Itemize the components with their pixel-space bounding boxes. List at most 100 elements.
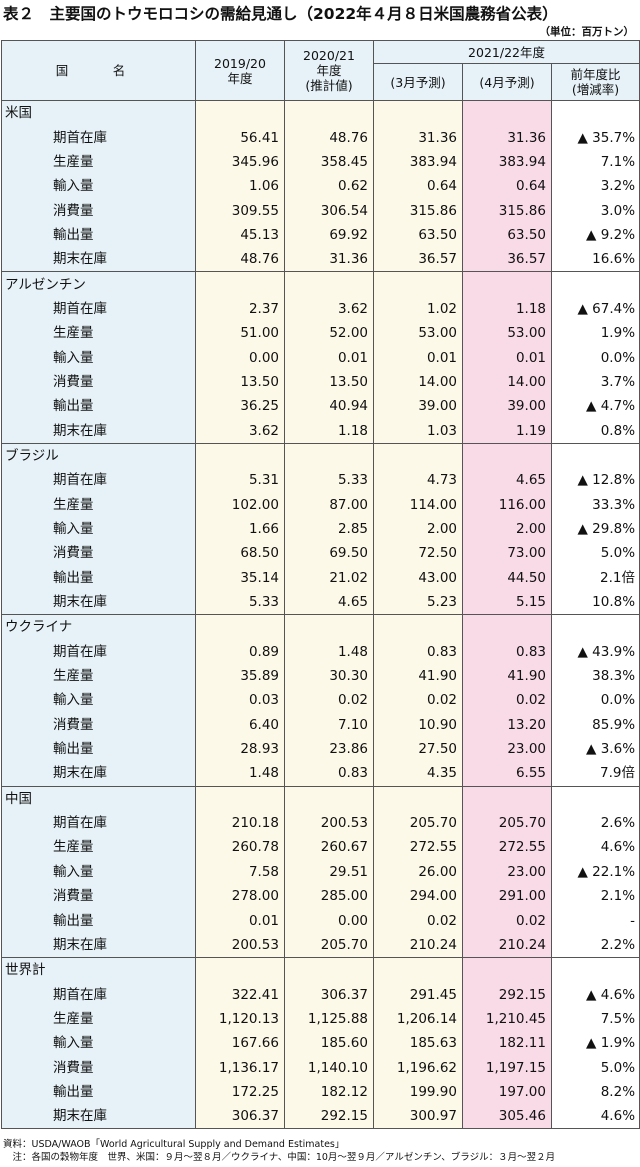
table-row: 輸出量 35.14 21.02 43.00 44.50 2.1倍 [1,565,640,590]
supply-demand-table: 国 名 2019/20 年度 2020/21 年度 (推計値) 2021/22年… [1,40,640,1130]
value-cell-chg: 10.8% [550,589,640,616]
empty-cell [195,614,285,640]
value-cell-v2020: 52.00 [284,321,374,346]
country-group-row: ウクライナ [1,614,640,640]
value-cell-v2019: 6.40 [195,712,285,737]
value-cell-mar: 2.00 [373,516,463,542]
value-cell-apr: 116.00 [462,492,552,517]
value-cell-v2020: 0.02 [284,688,374,713]
empty-cell [195,271,285,297]
value-cell-v2019: 309.55 [195,198,285,223]
value-cell-apr: 31.36 [462,125,552,150]
empty-cell [284,614,374,640]
value-cell-mar: 114.00 [373,492,463,517]
value-cell-v2020: 285.00 [284,884,374,909]
country-group-row: 中国 [1,785,640,811]
value-cell-mar: 1.02 [373,296,463,322]
value-cell-v2019: 345.96 [195,149,285,175]
empty-cell [373,957,463,983]
value-cell-apr: 36.57 [462,247,552,273]
value-cell-mar: 300.97 [373,1104,463,1130]
item-name: 期末在庫 [1,932,196,959]
value-cell-apr: 14.00 [462,369,552,395]
table-row: 生産量 102.00 87.00 114.00 116.00 33.3% [1,492,640,517]
value-cell-v2019: 167.66 [195,1031,285,1056]
value-cell-v2019: 306.37 [195,1104,285,1130]
item-name: 生産量 [1,321,196,346]
value-cell-chg: ▲ 35.7% [550,125,640,150]
value-cell-apr: 0.64 [462,174,552,199]
value-cell-chg: ▲ 67.4% [550,296,640,322]
value-cell-mar: 26.00 [373,859,463,884]
value-cell-chg: 5.0% [550,541,640,566]
country-name: 中国 [1,785,196,811]
table-row: 消費量 6.40 7.10 10.90 13.20 85.9% [1,712,640,737]
value-cell-v2020: 21.02 [284,565,374,590]
value-cell-v2019: 210.18 [195,810,285,836]
value-cell-apr: 4.65 [462,468,552,493]
col-2020-header: 2020/21 年度 (推計値) [284,40,374,101]
col-mar-header: (3月予測) [373,63,463,101]
value-cell-chg: 38.3% [550,663,640,689]
value-cell-apr: 1.18 [462,296,552,322]
table-row: 輸入量 0.03 0.02 0.02 0.02 0.0% [1,688,640,713]
item-name: 生産量 [1,492,196,517]
item-name: 輸出量 [1,394,196,419]
value-cell-v2020: 358.45 [284,149,374,175]
value-cell-apr: 383.94 [462,149,552,175]
value-cell-v2019: 5.33 [195,589,285,616]
value-cell-mar: 185.63 [373,1031,463,1056]
value-cell-apr: 292.15 [462,982,552,1007]
value-cell-mar: 53.00 [373,321,463,346]
item-name: 生産量 [1,663,196,689]
table-row: 輸入量 1.06 0.62 0.64 0.64 3.2% [1,174,640,199]
item-name: 消費量 [1,712,196,737]
empty-cell [284,785,374,811]
col-chg-header: 前年度比 (増減率) [550,63,640,101]
value-cell-chg: 2.1% [550,884,640,909]
value-cell-apr: 2.00 [462,516,552,542]
value-cell-apr: 315.86 [462,198,552,223]
empty-cell [284,957,374,983]
value-cell-chg: 0.8% [550,418,640,444]
item-name: 期首在庫 [1,639,196,664]
value-cell-v2020: 3.62 [284,296,374,322]
value-cell-v2020: 0.62 [284,174,374,199]
value-cell-chg: 3.2% [550,174,640,199]
value-cell-chg: 0.0% [550,688,640,713]
value-cell-apr: 44.50 [462,565,552,590]
table-row: 輸入量 0.00 0.01 0.01 0.01 0.0% [1,345,640,370]
empty-cell [195,785,285,811]
value-cell-chg: 7.9倍 [550,761,640,787]
value-cell-mar: 63.50 [373,222,463,248]
item-name: 輸出量 [1,908,196,933]
value-cell-apr: 23.00 [462,859,552,884]
value-cell-apr: 6.55 [462,761,552,787]
value-cell-v2020: 29.51 [284,859,374,884]
value-cell-v2020: 87.00 [284,492,374,517]
table-row: 期首在庫 5.31 5.33 4.73 4.65 ▲ 12.8% [1,468,640,493]
value-cell-v2019: 36.25 [195,394,285,419]
value-cell-v2019: 1,136.17 [195,1055,285,1080]
value-cell-mar: 1,206.14 [373,1006,463,1032]
value-cell-chg: 8.2% [550,1079,640,1105]
item-name: 期首在庫 [1,296,196,322]
value-cell-v2019: 0.03 [195,688,285,713]
value-cell-mar: 72.50 [373,541,463,566]
value-cell-mar: 272.55 [373,835,463,860]
value-cell-mar: 315.86 [373,198,463,223]
empty-cell [550,271,640,297]
table-row: 期首在庫 2.37 3.62 1.02 1.18 ▲ 67.4% [1,296,640,322]
table-row: 生産量 1,120.13 1,125.88 1,206.14 1,210.45 7.5% [1,1006,640,1032]
item-name: 期末在庫 [1,247,196,273]
empty-cell [462,614,552,640]
item-name: 期末在庫 [1,589,196,616]
item-name: 生産量 [1,1006,196,1032]
item-name: 輸入量 [1,859,196,884]
value-cell-v2020: 200.53 [284,810,374,836]
value-cell-chg: ▲ 29.8% [550,516,640,542]
table-row: 輸出量 45.13 69.92 63.50 63.50 ▲ 9.2% [1,222,640,248]
value-cell-v2020: 1,140.10 [284,1055,374,1080]
value-cell-v2019: 35.89 [195,663,285,689]
value-cell-apr: 13.20 [462,712,552,737]
